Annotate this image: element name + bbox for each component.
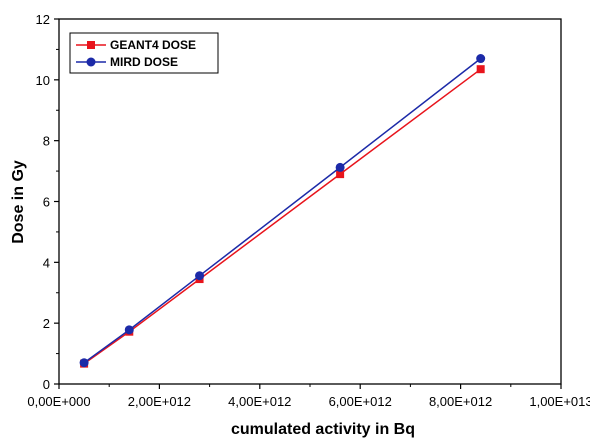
x-tick-label: 8,00E+012 — [429, 394, 492, 409]
y-tick-label: 2 — [43, 316, 50, 331]
data-point-mird — [476, 54, 486, 64]
legend-marker-geant4 — [87, 41, 95, 49]
x-axis: 0,00E+000 2,00E+012 4,00E+012 6,00E+012 8,00… — [27, 384, 590, 409]
data-point-geant4 — [476, 65, 485, 74]
data-point-geant4 — [336, 170, 345, 179]
data-point-mird — [195, 271, 205, 281]
y-tick-label: 8 — [43, 134, 50, 149]
legend-label-geant4: GEANT4 DOSE — [110, 38, 196, 52]
x-tick-label: 1,00E+013 — [529, 394, 590, 409]
y-axis: 0 2 4 6 8 10 12 — [36, 12, 59, 392]
data-point-mird — [79, 358, 89, 368]
x-tick-label: 6,00E+012 — [329, 394, 392, 409]
legend: GEANT4 DOSE MIRD DOSE — [69, 32, 219, 74]
legend-label-mird: MIRD DOSE — [110, 55, 178, 69]
x-tick-label: 4,00E+012 — [228, 394, 291, 409]
legend-marker-mird — [86, 57, 96, 67]
x-axis-title: cumulated activity in Bq — [231, 421, 415, 438]
y-tick-label: 10 — [36, 73, 50, 88]
data-point-mird — [335, 162, 345, 172]
y-tick-label: 6 — [43, 195, 50, 210]
data-point-mird — [124, 325, 134, 335]
y-tick-label: 4 — [43, 255, 50, 270]
y-tick-label: 12 — [36, 12, 50, 27]
y-axis-title: Dose in Gy — [10, 160, 27, 244]
y-tick-label: 0 — [43, 377, 50, 392]
series-layer — [79, 54, 486, 368]
legend-box — [69, 32, 219, 74]
x-tick-label: 0,00E+000 — [27, 394, 90, 409]
x-tick-label: 2,00E+012 — [128, 394, 191, 409]
